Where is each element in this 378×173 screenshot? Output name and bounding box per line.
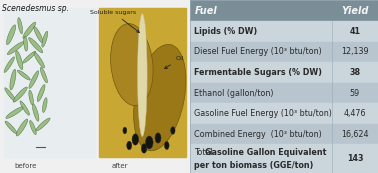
Text: Gasoline Fuel Energy (10³ btu/ton): Gasoline Fuel Energy (10³ btu/ton) [194,109,332,118]
Text: 38: 38 [349,68,361,77]
Bar [190,124,378,144]
Ellipse shape [155,133,161,143]
Text: 4,476: 4,476 [344,109,366,118]
Text: Combined Energy  (10³ btu/ton): Combined Energy (10³ btu/ton) [194,130,322,139]
Text: Total: Total [194,148,216,157]
Bar [190,83,378,103]
Text: per ton biomass (GGE/ton): per ton biomass (GGE/ton) [194,161,314,170]
Bar [190,103,378,124]
Text: 59: 59 [350,89,360,98]
Ellipse shape [29,71,39,88]
Ellipse shape [123,127,127,134]
Text: Lipids (% DW): Lipids (% DW) [194,27,258,36]
Ellipse shape [33,104,39,121]
Ellipse shape [18,18,23,34]
Ellipse shape [132,134,139,145]
Ellipse shape [29,38,43,53]
Ellipse shape [42,31,48,47]
Ellipse shape [34,26,43,43]
Text: 16,624: 16,624 [341,130,369,139]
Ellipse shape [29,120,36,135]
Ellipse shape [24,36,28,51]
Ellipse shape [16,119,28,136]
Ellipse shape [146,136,153,149]
Bar [190,62,378,83]
Text: Yield: Yield [341,6,369,16]
Ellipse shape [17,70,30,80]
Text: 41: 41 [349,27,361,36]
Bar [190,21,378,42]
Text: 12,139: 12,139 [341,47,369,56]
Text: Fuel: Fuel [194,6,217,16]
Ellipse shape [133,44,186,151]
Ellipse shape [23,22,36,38]
Ellipse shape [5,88,15,101]
Ellipse shape [37,85,45,102]
Ellipse shape [13,87,27,102]
Bar [190,144,378,173]
Ellipse shape [141,144,147,153]
Ellipse shape [138,14,147,136]
Ellipse shape [6,25,15,45]
Ellipse shape [5,121,17,134]
Ellipse shape [6,107,23,118]
Text: after: after [112,163,128,169]
Ellipse shape [111,24,153,106]
Bar [190,0,378,21]
Ellipse shape [10,69,16,90]
Ellipse shape [29,90,33,105]
Ellipse shape [4,57,14,72]
Ellipse shape [127,141,132,150]
Text: Fermentable Sugars (% DW): Fermentable Sugars (% DW) [194,68,322,77]
Bar [99,8,186,157]
Ellipse shape [20,101,29,115]
Text: Oil: Oil [165,56,184,69]
Text: Diesel Fuel Energy (10³ btu/ton): Diesel Fuel Energy (10³ btu/ton) [194,47,322,56]
Bar [190,42,378,62]
Ellipse shape [16,51,23,70]
Text: Scenedesmus sp.: Scenedesmus sp. [2,4,69,13]
Text: before: before [14,163,37,169]
Ellipse shape [171,127,175,134]
Ellipse shape [23,51,36,63]
Ellipse shape [7,42,24,55]
Ellipse shape [36,118,50,131]
Ellipse shape [34,52,45,68]
Text: 143: 143 [347,154,363,163]
Bar [4,8,95,157]
Text: Soluble sugars: Soluble sugars [90,10,139,33]
Ellipse shape [40,67,47,83]
Text: Ethanol (gallon/ton): Ethanol (gallon/ton) [194,89,274,98]
Text: Gasoline Gallon Equivalent: Gasoline Gallon Equivalent [205,148,327,157]
Ellipse shape [42,98,47,112]
Ellipse shape [164,141,169,149]
